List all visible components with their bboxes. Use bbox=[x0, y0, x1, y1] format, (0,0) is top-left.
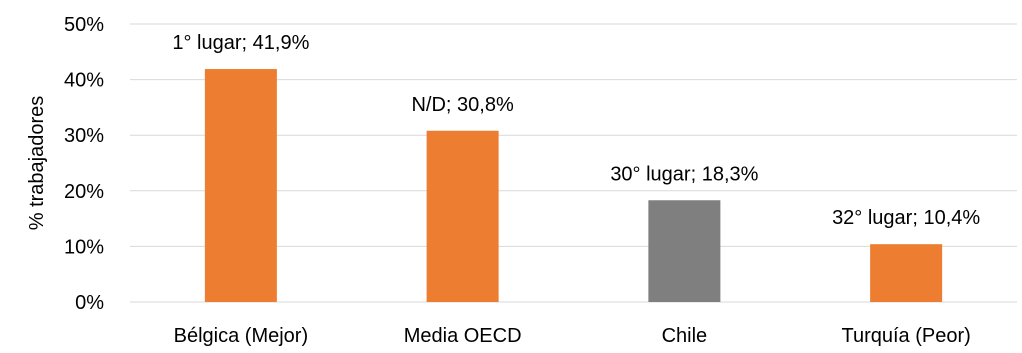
y-tick-label: 10% bbox=[64, 236, 104, 258]
bar bbox=[204, 69, 277, 302]
y-tick-label: 20% bbox=[64, 181, 104, 203]
bar bbox=[648, 200, 721, 302]
bar bbox=[426, 130, 499, 302]
data-label: 1° lugar; 41,9% bbox=[172, 32, 309, 54]
x-category-label: Media OECD bbox=[404, 325, 522, 347]
x-category-label: Chile bbox=[662, 325, 708, 347]
x-axis-category-labels: Bélgica (Mejor) Media OECD Chile Turquía (P… bbox=[174, 325, 971, 347]
data-labels: 1° lugar; 41,9% N/D; 30,8% 30° lugar; 18,3… bbox=[172, 32, 980, 229]
y-tick-label: 0% bbox=[75, 292, 104, 314]
data-label: 32° lugar; 10,4% bbox=[832, 207, 980, 229]
bars bbox=[204, 69, 943, 302]
y-axis-tick-labels: 0% 10% 20% 30% 40% 50% bbox=[64, 14, 104, 314]
x-category-label: Bélgica (Mejor) bbox=[174, 325, 308, 347]
gridlines bbox=[130, 23, 1017, 303]
data-label: 30° lugar; 18,3% bbox=[610, 163, 758, 185]
y-tick-label: 40% bbox=[64, 70, 104, 92]
y-axis-title: % trabajadores bbox=[26, 96, 48, 231]
bar bbox=[870, 244, 943, 302]
x-category-label: Turquía (Peor) bbox=[841, 325, 970, 347]
data-label: N/D; 30,8% bbox=[411, 94, 513, 116]
y-tick-label: 50% bbox=[64, 14, 104, 36]
y-tick-label: 30% bbox=[64, 125, 104, 147]
